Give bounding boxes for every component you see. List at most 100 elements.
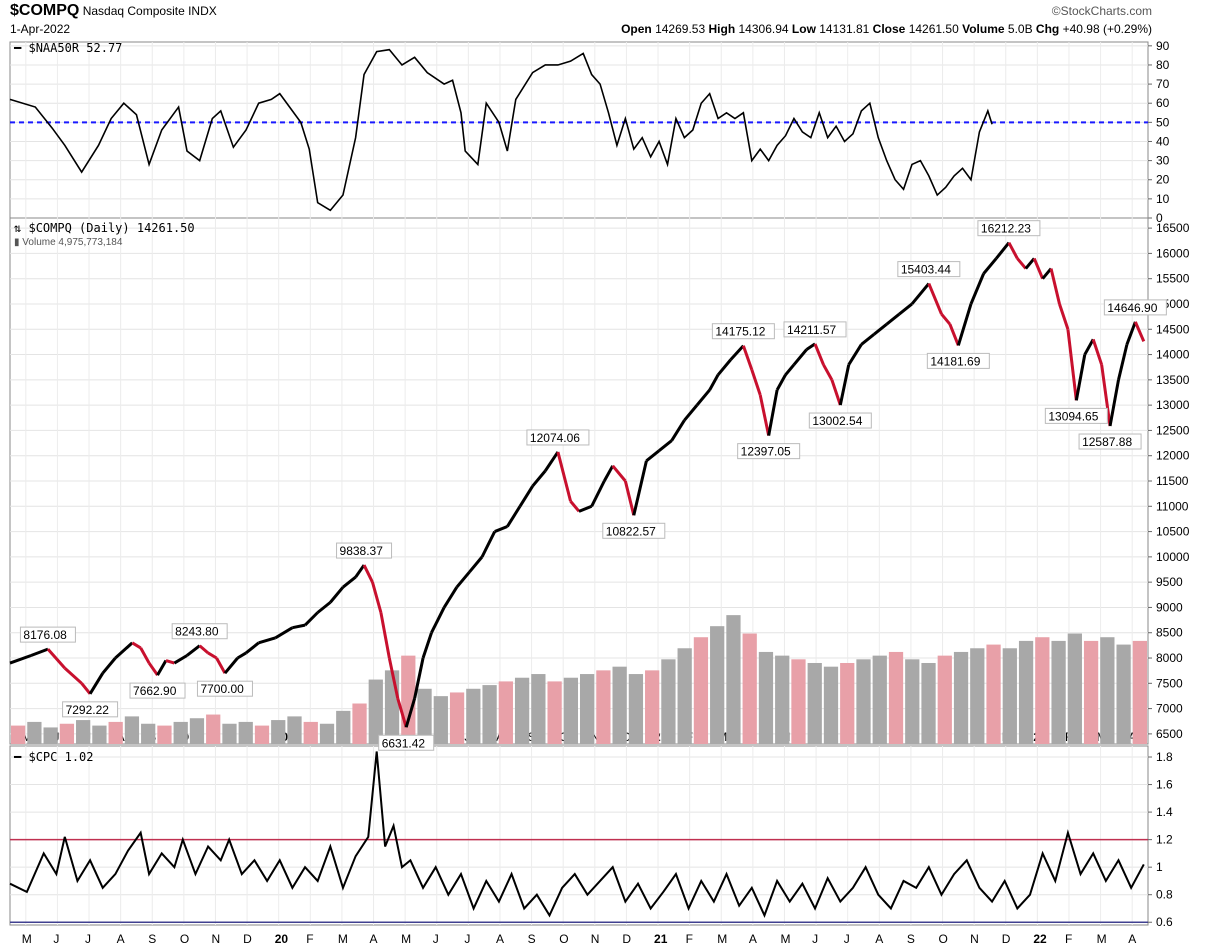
- price-y-tick-label: 6500: [1156, 727, 1183, 741]
- price-y-tick-label: 13500: [1156, 373, 1190, 387]
- price-segment: [602, 465, 615, 482]
- price-segment: [165, 659, 175, 665]
- price-segment: [767, 389, 779, 436]
- breadth-title: $NAA50R 52.77: [28, 41, 123, 55]
- price-segment: [758, 394, 771, 436]
- volume-bar: [157, 725, 172, 744]
- cpc-x-tick-label: A: [496, 932, 504, 946]
- price-segment: [683, 404, 699, 422]
- brand-watermark: ©StockCharts.com: [1051, 4, 1152, 18]
- cpc-x-tick-label: J: [464, 932, 470, 946]
- price-segment: [198, 644, 210, 655]
- price-annotation-box: [926, 352, 990, 369]
- legend-line-icon: ━: [14, 41, 22, 55]
- price-segment: [303, 611, 319, 627]
- cpc-x-tick-label: A: [1128, 932, 1136, 946]
- cpc-y-tick-label: 0.6: [1156, 915, 1173, 929]
- price-segment: [88, 672, 105, 695]
- cpc-x-tick-label: 20: [275, 932, 289, 946]
- symbol[interactable]: $COMPQ: [10, 2, 80, 19]
- price-x-tick-label: M: [22, 730, 32, 744]
- volume-caption: ▮ Volume 4,975,773,184: [14, 237, 122, 248]
- chg-value: +40.98 (+0.29%): [1062, 22, 1152, 36]
- cpc-y-tick-label: 1: [1156, 860, 1163, 874]
- price-segment: [658, 439, 673, 452]
- volume-bar: [92, 725, 107, 744]
- price-annotation-box: [378, 734, 435, 751]
- volume-bar: [173, 721, 188, 744]
- price-segment: [131, 641, 142, 650]
- price-panel-title: ⇅ $COMPQ (Daily) 14261.50: [14, 221, 195, 235]
- price-segment: [245, 641, 260, 655]
- price-segment: [46, 648, 66, 670]
- price-segment: [236, 651, 247, 660]
- price-segment: [292, 623, 306, 630]
- price-segment: [258, 636, 276, 645]
- price-segment: [215, 657, 227, 674]
- volume-bar: [76, 720, 91, 744]
- price-segment: [873, 323, 888, 336]
- cpc-x-tick-label: M: [717, 932, 727, 946]
- price-annotation-box: [808, 412, 872, 429]
- volume-bar: [905, 659, 920, 744]
- price-segment: [421, 632, 433, 659]
- price-segment: [729, 344, 745, 361]
- cpc-x-tick-label: N: [970, 932, 979, 946]
- price-segment: [80, 682, 92, 695]
- cpc-x-tick-label: 22: [1033, 932, 1047, 946]
- price-segment: [329, 586, 345, 604]
- volume-bar: [1132, 640, 1147, 744]
- price-annotation-label: 7292.22: [66, 703, 110, 717]
- cpc-x-tick-label: J: [85, 932, 91, 946]
- cpc-y-tick-label: 1.4: [1156, 805, 1173, 819]
- price-segment: [518, 485, 534, 508]
- price-segment: [396, 698, 408, 728]
- price-y-tick-label: 9500: [1156, 575, 1183, 589]
- price-segment: [1041, 267, 1053, 280]
- price-annotation-label: 16212.23: [981, 222, 1031, 236]
- price-segment: [813, 343, 825, 366]
- cpc-title: $CPC 1.02: [28, 750, 94, 764]
- legend-line-icon: ━: [14, 750, 22, 764]
- price-segment: [569, 500, 581, 513]
- volume-bar: [43, 727, 58, 744]
- cpc-y-tick-label: 1.8: [1156, 750, 1173, 764]
- price-segment: [494, 525, 508, 533]
- price-segment: [898, 302, 913, 316]
- volume-bar: [206, 714, 221, 744]
- volume-bar: [1067, 633, 1082, 744]
- price-segment: [114, 641, 134, 660]
- breadth-panel-title: ━ $NAA50R 52.77: [14, 41, 122, 55]
- price-segment: [455, 571, 471, 589]
- price-annotation-box: [526, 429, 590, 446]
- cpc-x-tick-label: J: [433, 932, 439, 946]
- price-segment: [948, 323, 960, 346]
- price-segment: [995, 241, 1011, 260]
- volume-bar: [937, 655, 952, 744]
- price-annotation-box: [171, 623, 228, 640]
- cpc-y-tick-label: 1.2: [1156, 833, 1173, 847]
- price-annotation-box: [711, 323, 775, 340]
- volume-label: Volume: [962, 22, 1005, 36]
- volume-bar: [580, 674, 595, 744]
- price-segment: [982, 257, 998, 275]
- close-label: Close: [872, 22, 906, 36]
- volume-bar: [303, 721, 318, 744]
- cpc-x-tick-label: O: [559, 932, 568, 946]
- breadth-y-tick-label: 20: [1156, 173, 1170, 187]
- price-x-tick-label: N: [591, 730, 600, 744]
- price-segment: [468, 555, 484, 573]
- cpc-x-tick-label: S: [148, 932, 156, 946]
- chg-label: Chg: [1035, 22, 1060, 36]
- price-y-tick-label: 10000: [1156, 550, 1190, 564]
- price-annotation-label: 14175.12: [715, 325, 765, 339]
- price-segment: [156, 659, 168, 676]
- breadth-y-tick-label: 10: [1156, 192, 1170, 206]
- volume-bar: [319, 723, 335, 744]
- volume-bar: [466, 688, 481, 744]
- price-segment: [645, 449, 661, 462]
- volume-bar: [1035, 637, 1050, 744]
- volume-bar: [271, 720, 286, 744]
- price-segment: [9, 654, 32, 665]
- price-segment: [506, 505, 522, 528]
